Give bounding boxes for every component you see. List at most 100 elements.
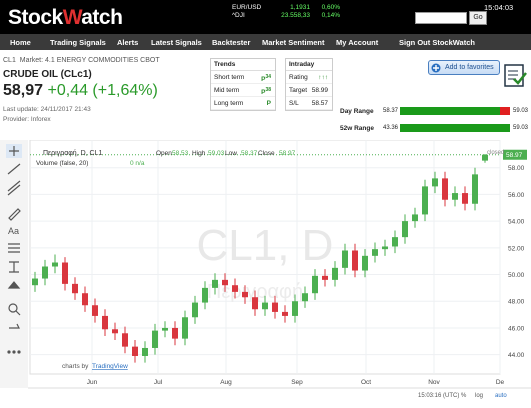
top-bar: StockWatch EUR/USD 1,1931 0,60% ^DJI 23.558,…	[0, 0, 531, 34]
candle-body	[372, 249, 378, 256]
candle-body	[142, 347, 148, 356]
candle-body	[292, 301, 298, 316]
market: Market: 4.1 ENERGY COMMODITIES CBOT	[19, 57, 160, 64]
candle-body	[412, 214, 418, 222]
logo-text: W	[62, 6, 82, 29]
intraday-label: S/L	[289, 100, 299, 107]
candle-body	[72, 283, 78, 294]
ohlc-value: 58.53	[172, 150, 189, 157]
x-tick-label: Aug	[220, 379, 232, 386]
last-price-box	[503, 149, 527, 160]
provider: Provider: Inforex	[3, 116, 51, 123]
intraday-label: Rating	[289, 74, 308, 81]
credit-link[interactable]: TradingView	[92, 363, 128, 370]
market-line: CL1 Market: 4.1 ENERGY COMMODITIES CBOT	[3, 57, 160, 64]
nav-item[interactable]: Backtester	[212, 38, 251, 47]
credit: charts by	[62, 363, 89, 370]
trend-label: Mid term	[214, 87, 240, 94]
x-tick-label: Oct	[361, 379, 371, 386]
status: closed	[487, 150, 504, 156]
candle-body	[272, 302, 278, 312]
plus-icon	[431, 63, 441, 73]
intraday-row: Target 58.99	[286, 84, 332, 97]
box-title: Intraday	[286, 59, 332, 71]
candle-body	[162, 327, 168, 331]
favorites-button[interactable]: Add to favorites	[428, 60, 500, 75]
range-bar	[400, 124, 510, 132]
nav-item[interactable]: Home	[10, 38, 31, 47]
logo[interactable]: StockWatch	[8, 6, 123, 30]
nav-item[interactable]: Latest Signals	[151, 38, 202, 47]
intraday-value: 58.57	[311, 100, 328, 107]
nav-item[interactable]: Market Sentiment	[262, 38, 325, 47]
ticker-change: 0,14%	[321, 12, 340, 19]
chart: Aa 44.00 46.00 48.00 50.00 52.00 54.00 56.00 58…	[0, 140, 531, 408]
scale-button[interactable]: %	[461, 393, 467, 399]
ticker-change: 0,60%	[321, 4, 340, 11]
code: CL1	[3, 57, 16, 64]
candle-body	[252, 297, 258, 310]
nav-item[interactable]: Trading Signals	[50, 38, 106, 47]
candle-body	[182, 317, 188, 339]
scale-button[interactable]: log	[475, 393, 483, 399]
candle-body	[62, 262, 68, 284]
trend-label: Short term	[214, 74, 245, 81]
candle-body	[92, 305, 98, 316]
trend-signal: P38	[261, 87, 271, 97]
nav-item[interactable]: My Account	[336, 38, 379, 47]
candle-body	[282, 311, 288, 316]
range-low: 43.36	[383, 125, 399, 131]
volume-label: Volume (false, 20)	[36, 160, 88, 167]
nav-item[interactable]: Alerts	[117, 38, 139, 47]
range-label: 52w Range	[340, 125, 374, 132]
candle-body	[322, 275, 328, 280]
trend-signal: P34	[261, 74, 271, 84]
ohlc-label: High	[192, 150, 206, 157]
toolbar-icons: Aa	[6, 144, 22, 354]
range-fill	[400, 124, 510, 132]
nav-item[interactable]: Sign Out StockWatch	[399, 38, 475, 47]
candle-body	[82, 293, 88, 306]
price: 58,97	[3, 82, 44, 99]
ticker-price: 23.558,33	[281, 12, 310, 19]
tickers: EUR/USD 1,1931 0,60% ^DJI 23.558,33 0,14%	[232, 4, 340, 20]
candle-body	[262, 302, 268, 310]
intraday-row: S/L 58.57	[286, 97, 332, 110]
x-tick-label: Jul	[154, 379, 163, 386]
range-label: Day Range	[340, 108, 374, 115]
candle-body	[152, 330, 158, 348]
trend-row: Long term P	[211, 97, 275, 110]
ohlc-label: Close	[258, 150, 275, 157]
range-high: 59.03	[513, 125, 529, 131]
candle-body	[392, 237, 398, 247]
candle-body	[342, 250, 348, 268]
candle-body	[222, 279, 228, 286]
trend-days: 34	[265, 74, 271, 80]
candle-body	[132, 346, 138, 356]
scale-button[interactable]: auto	[495, 393, 507, 399]
volume-value: 0 n/a	[130, 160, 145, 167]
candle-body	[122, 333, 128, 347]
candle-body	[462, 193, 468, 204]
clipboard-icon	[504, 64, 527, 87]
price-change: +0,44 (+1,64%)	[47, 82, 158, 99]
ticker-row: EUR/USD 1,1931 0,60%	[232, 4, 340, 12]
y-tick-label: 56.00	[508, 192, 525, 199]
ticker-row: ^DJI 23.558,33 0,14%	[232, 12, 340, 20]
candle-body	[42, 266, 48, 279]
go-button[interactable]: Go	[469, 11, 487, 25]
svg-text:Aa: Aa	[8, 226, 19, 236]
candle-body	[202, 287, 208, 303]
clock: 15:03:16 (UTC)	[418, 393, 459, 399]
y-tick-label: 58.00	[508, 165, 525, 172]
candle-body	[302, 293, 308, 302]
chart-title: Περιγραφή, D, CL1	[43, 150, 102, 157]
candle-body	[352, 250, 358, 271]
trend-row: Short term P34	[211, 71, 275, 84]
intraday-value: 58.99	[311, 87, 328, 94]
intraday-box: Intraday Rating ↑↑↑ Target 58.99 S/L 58.57	[285, 58, 333, 111]
search-input[interactable]	[415, 12, 467, 24]
button-label: Add to favorites	[445, 64, 494, 71]
range-low: 58.37	[383, 108, 399, 114]
